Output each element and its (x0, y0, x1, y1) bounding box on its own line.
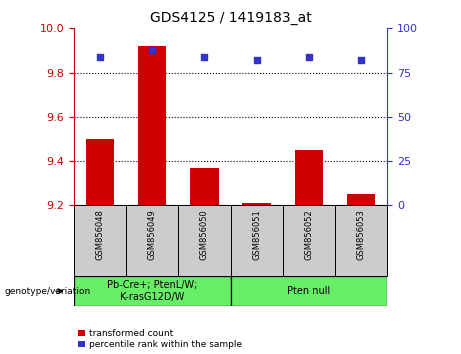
Bar (347, 194, 375, 205)
Point (357, 57, 365, 63)
Text: GSM856052: GSM856052 (304, 209, 313, 259)
Bar (126, 205, 178, 276)
Bar (230, 205, 283, 276)
Text: GSM856048: GSM856048 (95, 209, 104, 260)
Bar (230, 276, 387, 306)
Point (305, 54, 313, 59)
Bar (138, 46, 166, 205)
Text: GSM856049: GSM856049 (148, 209, 157, 259)
Point (96, 54, 104, 59)
Point (253, 57, 260, 63)
Legend: transformed count, percentile rank within the sample: transformed count, percentile rank withi… (78, 329, 242, 349)
Bar (242, 203, 271, 205)
Text: GSM856051: GSM856051 (252, 209, 261, 259)
Point (148, 47, 156, 52)
Bar (178, 205, 230, 276)
Text: Pten null: Pten null (287, 286, 331, 296)
Text: GSM856050: GSM856050 (200, 209, 209, 259)
Text: GSM856053: GSM856053 (357, 209, 366, 260)
Text: genotype/variation: genotype/variation (5, 287, 91, 296)
Bar (85, 139, 114, 205)
Text: Pb-Cre+; PtenL/W;
K-rasG12D/W: Pb-Cre+; PtenL/W; K-rasG12D/W (107, 280, 197, 302)
Point (201, 54, 208, 59)
Bar (74, 205, 126, 276)
Bar (335, 205, 387, 276)
Text: GDS4125 / 1419183_at: GDS4125 / 1419183_at (150, 11, 311, 25)
Bar (74, 276, 230, 306)
Bar (190, 168, 219, 205)
Bar (283, 205, 335, 276)
Bar (295, 150, 323, 205)
